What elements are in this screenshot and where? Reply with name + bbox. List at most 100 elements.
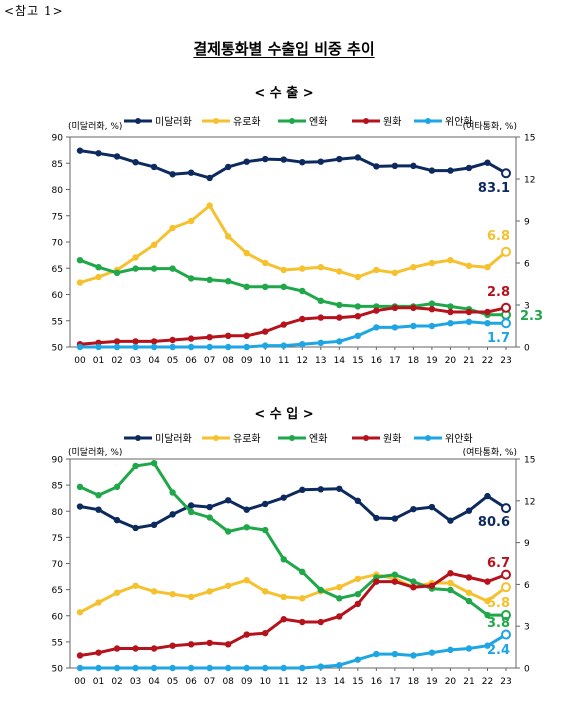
point-cny xyxy=(317,663,324,670)
point-cny xyxy=(280,664,287,672)
y-left-tick-label: 60 xyxy=(52,612,64,622)
point-krw xyxy=(336,314,343,321)
point-jpy xyxy=(354,590,362,598)
point-cny xyxy=(113,664,121,672)
point-cny xyxy=(132,343,139,351)
series-line-jpy xyxy=(79,461,506,617)
point-eur xyxy=(76,609,84,616)
series-line-usd xyxy=(79,487,507,530)
point-usd xyxy=(187,169,195,176)
legend-label-cny: 위안화 xyxy=(445,115,473,128)
point-usd xyxy=(317,486,324,493)
point-jpy xyxy=(280,283,287,290)
y-left-axis-label: (미달러화, %) xyxy=(68,120,122,132)
y-left-tick-label: 50 xyxy=(52,665,64,675)
point-usd xyxy=(501,168,511,179)
point-usd xyxy=(428,167,436,174)
point-jpy xyxy=(317,586,324,594)
point-eur xyxy=(336,268,343,275)
x-tick-label: 13 xyxy=(315,677,326,687)
x-tick-label: 23 xyxy=(500,356,511,366)
point-usd xyxy=(373,163,380,170)
x-tick-label: 13 xyxy=(315,356,326,366)
point-eur xyxy=(447,257,454,264)
point-cny xyxy=(336,338,343,345)
end-label-jpy: 2.3 xyxy=(520,309,543,324)
point-eur xyxy=(299,265,306,272)
x-tick-label: 21 xyxy=(463,677,474,687)
legend-label-jpy: 엔화 xyxy=(309,433,327,445)
point-usd xyxy=(280,156,287,163)
x-tick-label: 08 xyxy=(222,356,234,366)
end-label-usd: 80.6 xyxy=(478,515,510,530)
point-eur xyxy=(206,202,213,209)
end-label-eur: 6.8 xyxy=(487,229,510,244)
point-cny xyxy=(224,664,232,672)
point-usd xyxy=(354,154,362,161)
point-usd xyxy=(336,485,343,492)
point-krw xyxy=(76,652,84,659)
point-krw xyxy=(391,304,399,311)
x-tick-label: 01 xyxy=(93,356,104,366)
x-tick-label: 14 xyxy=(334,356,346,366)
point-krw xyxy=(187,335,195,342)
y-left-tick-label: 70 xyxy=(52,239,64,249)
point-jpy xyxy=(169,489,176,496)
point-usd xyxy=(391,515,399,522)
point-krw xyxy=(428,306,436,313)
point-jpy xyxy=(95,492,102,499)
point-krw xyxy=(410,304,417,311)
point-usd xyxy=(132,524,139,532)
point-krw xyxy=(373,307,380,314)
legend-marker-eur xyxy=(213,118,219,124)
point-krw xyxy=(132,338,139,345)
point-eur xyxy=(132,582,139,589)
y-left-tick-label: 55 xyxy=(52,638,63,648)
point-krw xyxy=(317,314,324,321)
point-usd xyxy=(224,163,232,171)
point-eur xyxy=(224,233,232,240)
y-right-tick-label: 15 xyxy=(524,134,535,144)
point-eur xyxy=(410,264,417,271)
y-left-tick-label: 85 xyxy=(52,160,63,170)
point-jpy xyxy=(187,275,195,282)
x-tick-label: 02 xyxy=(111,677,122,687)
point-cny xyxy=(410,652,417,659)
point-jpy xyxy=(262,526,269,534)
point-eur xyxy=(243,577,250,584)
y-right-tick-label: 3 xyxy=(524,302,530,312)
point-eur xyxy=(187,217,195,225)
point-usd xyxy=(391,162,399,170)
point-cny xyxy=(447,320,454,327)
point-cny xyxy=(299,341,306,348)
point-eur xyxy=(354,575,362,583)
x-tick-label: 02 xyxy=(111,356,122,366)
point-krw xyxy=(428,582,436,589)
point-usd xyxy=(150,521,158,529)
point-eur xyxy=(501,246,511,257)
x-tick-label: 12 xyxy=(297,677,308,687)
legend-label-usd: 미달러화 xyxy=(155,433,192,445)
point-krw xyxy=(410,583,417,591)
x-tick-label: 21 xyxy=(463,356,474,366)
x-tick-label: 10 xyxy=(259,677,271,687)
point-eur xyxy=(280,593,287,601)
y-left-tick-label: 70 xyxy=(52,560,64,570)
point-usd xyxy=(224,497,232,504)
x-tick-label: 18 xyxy=(408,677,420,687)
point-cny xyxy=(373,650,380,658)
point-jpy xyxy=(243,524,250,531)
point-cny xyxy=(169,664,176,672)
end-label-jpy: 3.8 xyxy=(487,616,510,631)
y-left-tick-label: 65 xyxy=(52,586,63,596)
point-cny xyxy=(336,662,343,669)
point-jpy xyxy=(132,462,139,470)
series-line-krw xyxy=(79,571,507,657)
y-left-tick-label: 55 xyxy=(52,317,63,327)
export-chart: < 수 출 > (미달러화, %) (여타통화, %) 미달러화 유로화 엔화 원화 위안화 5… xyxy=(52,85,543,366)
y-left-tick-label: 80 xyxy=(52,508,64,518)
page-title: 결제통화별 수출입 비중 추이 xyxy=(193,40,375,58)
y-left-axis-label: (미달러화, %) xyxy=(68,446,122,458)
point-usd xyxy=(501,503,511,514)
point-jpy xyxy=(206,514,213,521)
